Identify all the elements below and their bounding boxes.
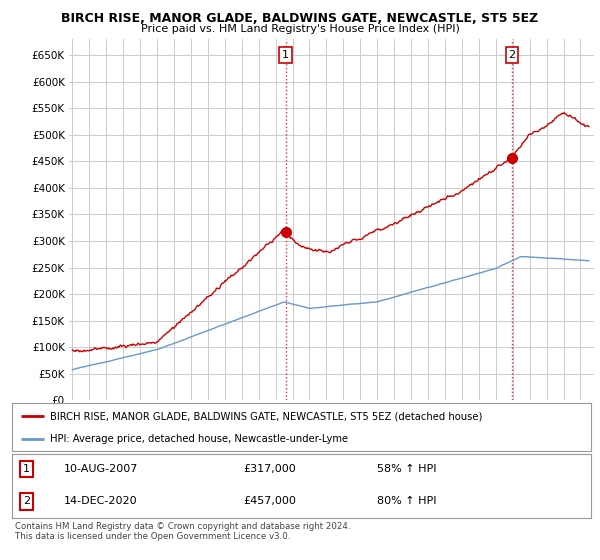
Text: 2: 2	[23, 496, 30, 506]
Text: BIRCH RISE, MANOR GLADE, BALDWINS GATE, NEWCASTLE, ST5 5EZ (detached house): BIRCH RISE, MANOR GLADE, BALDWINS GATE, …	[50, 411, 482, 421]
Text: Contains HM Land Registry data © Crown copyright and database right 2024.
This d: Contains HM Land Registry data © Crown c…	[15, 522, 350, 542]
Text: 1: 1	[282, 50, 289, 60]
Text: 10-AUG-2007: 10-AUG-2007	[64, 464, 139, 474]
Text: £317,000: £317,000	[244, 464, 296, 474]
Text: BIRCH RISE, MANOR GLADE, BALDWINS GATE, NEWCASTLE, ST5 5EZ: BIRCH RISE, MANOR GLADE, BALDWINS GATE, …	[61, 12, 539, 25]
Text: HPI: Average price, detached house, Newcastle-under-Lyme: HPI: Average price, detached house, Newc…	[50, 434, 348, 444]
Text: 80% ↑ HPI: 80% ↑ HPI	[377, 496, 436, 506]
Text: 58% ↑ HPI: 58% ↑ HPI	[377, 464, 436, 474]
Text: 14-DEC-2020: 14-DEC-2020	[64, 496, 138, 506]
Text: £457,000: £457,000	[244, 496, 296, 506]
Text: Price paid vs. HM Land Registry's House Price Index (HPI): Price paid vs. HM Land Registry's House …	[140, 24, 460, 34]
Text: 1: 1	[23, 464, 30, 474]
Text: 2: 2	[508, 50, 515, 60]
